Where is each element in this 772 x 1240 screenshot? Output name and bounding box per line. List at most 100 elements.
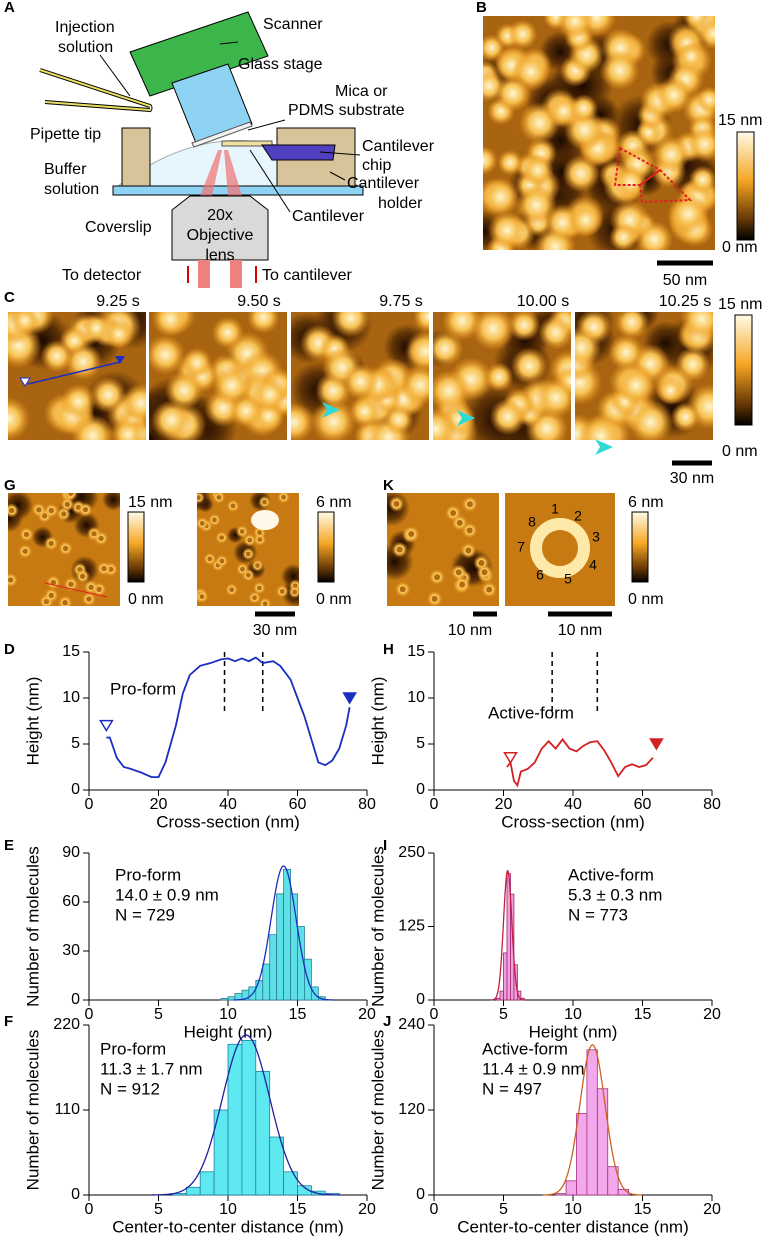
bar [499, 990, 504, 1001]
bar [290, 893, 298, 1001]
afm-blob [433, 369, 470, 413]
x-axis-label: Center-to-center distance (nm) [457, 1217, 688, 1236]
marker-open [19, 377, 31, 387]
schematic-label: Glass stage [238, 56, 323, 73]
afm-ring-center [230, 503, 236, 509]
scale-bar-label: 30 nm [670, 470, 714, 487]
x-axis-label: Center-to-center distance (nm) [112, 1217, 343, 1236]
afm-ring-center [48, 507, 55, 514]
x-axis-label: Height (nm) [184, 1022, 273, 1041]
y-axis-label: Number of molecules [368, 1030, 387, 1191]
afm-image [197, 493, 299, 606]
x-tick-label: 10 [564, 1201, 582, 1218]
x-tick-label: 0 [85, 1006, 94, 1023]
afm-image [575, 312, 713, 440]
afm-ring-center [197, 495, 201, 500]
subunit-label: 7 [517, 539, 525, 555]
panel-label: K [383, 477, 394, 494]
beam [230, 260, 242, 288]
x-tick-label: 15 [634, 1006, 652, 1023]
afm-blob [538, 314, 571, 350]
colorbar [127, 511, 145, 583]
afm-blob [676, 41, 706, 71]
profile-line [44, 582, 108, 598]
afm-blob [652, 135, 691, 174]
bar [607, 1166, 619, 1196]
end-marker [342, 692, 357, 705]
afm-ring-center [486, 586, 493, 593]
x-tick-label: 0 [430, 1201, 439, 1218]
afm-blob [151, 312, 190, 338]
afm-blob [508, 312, 541, 342]
y-tick-label: 0 [416, 781, 425, 798]
afm-blob [400, 365, 429, 406]
afm-blob [342, 363, 379, 400]
afm-blob [120, 383, 146, 423]
afm-ring-center [481, 569, 488, 576]
schematic-label: Cantilever [347, 175, 420, 192]
objective-shape [171, 195, 269, 261]
afm-ring-center [245, 551, 251, 557]
chip-shape [261, 144, 336, 161]
schematic-label: solution [58, 39, 113, 56]
schematic-label: Scanner [263, 16, 323, 33]
afm-blob [680, 312, 713, 341]
time-label: 9.50 s [237, 293, 281, 310]
y-axis-label: Height (nm) [368, 677, 387, 766]
afm-blob [687, 126, 715, 162]
afm-blob [510, 347, 548, 385]
x-axis-label: Cross-section (nm) [156, 812, 300, 831]
y-tick-label: 30 [62, 942, 80, 959]
x-tick-label: 10 [564, 1006, 582, 1023]
afm-blob [556, 16, 594, 40]
y-axis-label: Number of molecules [368, 846, 387, 1007]
afm-ring-center [219, 558, 225, 564]
leader [247, 119, 286, 131]
schematic-label: solution [44, 181, 99, 198]
colorbar [734, 314, 753, 426]
y-axis-label: Number of molecules [23, 846, 42, 1007]
scale-bar-label: 10 nm [448, 622, 492, 639]
time-label: 10.25 s [659, 293, 711, 310]
afm-ring-center [239, 529, 245, 534]
profile-line [27, 361, 121, 385]
annotation: Pro-form [100, 1039, 166, 1058]
colorbar-label: 6 nm [316, 494, 352, 511]
bar [503, 952, 508, 1001]
afm-ring-center [68, 493, 74, 496]
leader [219, 41, 239, 45]
schematic-label: Mica or [335, 83, 388, 100]
afm-ring-center [456, 519, 463, 526]
bar [510, 893, 515, 1001]
bar [262, 963, 271, 1001]
afm-ring-center [279, 588, 285, 594]
afm-ring-center [257, 530, 262, 535]
y-tick-label: 0 [71, 991, 80, 1008]
bar [283, 868, 291, 1001]
afm-blob [489, 398, 527, 436]
scale-bar-label: 50 nm [663, 272, 707, 289]
arrowhead [322, 402, 340, 418]
bar [241, 1040, 257, 1196]
y-tick-label: 0 [416, 1186, 425, 1203]
afm-ring-center [466, 501, 473, 508]
afm-ring-center [396, 546, 403, 553]
end-marker [649, 738, 664, 751]
afm-blob [578, 413, 624, 440]
ring [530, 518, 590, 578]
schematic-label: Buffer [44, 161, 87, 178]
afm-image [387, 493, 499, 606]
annotation: N = 912 [100, 1079, 160, 1098]
schematic [39, 11, 364, 288]
afm-blob [8, 396, 31, 440]
y-tick-label: 10 [407, 689, 425, 706]
x-tick-label: 60 [634, 796, 652, 813]
afm-blob [608, 334, 644, 371]
x-tick-label: 0 [430, 796, 439, 813]
afm-blob [433, 407, 457, 440]
afm-blob [575, 327, 602, 368]
x-axis-label: Height (nm) [529, 1022, 618, 1041]
afm-blob [103, 318, 134, 349]
panel-label: C [4, 289, 15, 306]
